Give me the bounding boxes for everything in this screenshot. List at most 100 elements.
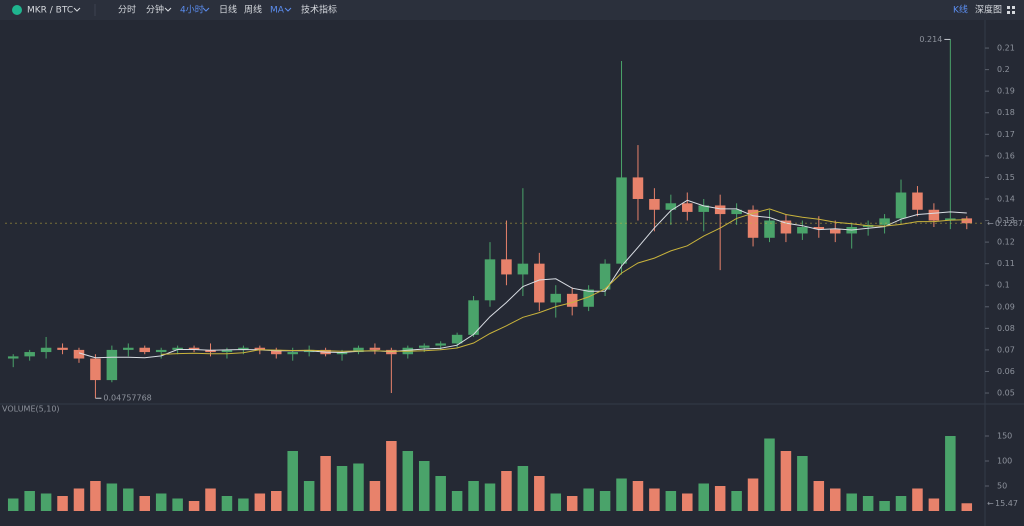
volume-bar [90, 481, 101, 511]
y-tick-label: 0.05 [997, 389, 1015, 398]
volume-bar [928, 498, 940, 511]
volume-bar [583, 488, 594, 511]
toolbar [0, 0, 1024, 20]
y-tick-label: 100 [997, 457, 1012, 466]
candle-body [418, 345, 430, 348]
tab[interactable]: 日线 [219, 4, 237, 16]
volume-bar [24, 491, 35, 511]
candle-body [961, 218, 973, 224]
volume-bar [336, 466, 348, 511]
last-price-label: 0.128732 [995, 219, 1024, 228]
volume-bar [797, 456, 808, 511]
volume-bar [813, 481, 825, 511]
volume-title: VOLUME(5,10) [2, 405, 60, 414]
ma-line [78, 199, 967, 359]
candle-body [468, 300, 479, 335]
candle-body [566, 293, 578, 307]
candle-body [632, 177, 644, 199]
volume-bar [764, 438, 775, 511]
candle-body [599, 263, 611, 290]
volume-bar [451, 491, 463, 511]
pair-selector[interactable]: MKR / BTC [27, 6, 73, 16]
candle-body [205, 349, 216, 353]
y-tick-label: 50 [997, 482, 1007, 491]
y-tick-label: 0.18 [997, 108, 1015, 117]
candle-body [649, 198, 660, 210]
candle-body [254, 347, 266, 350]
candle-body [895, 192, 907, 219]
candle-body [879, 218, 890, 225]
y-tick-label: 0.17 [997, 130, 1015, 139]
volume-bar [320, 456, 331, 511]
candle-body [501, 259, 512, 275]
max-label: 0.214 [919, 35, 942, 44]
volume-bar [829, 488, 841, 511]
volume-bar [271, 491, 282, 511]
candle-body [550, 293, 562, 303]
volume-bar [895, 496, 907, 511]
volume-bar [139, 496, 151, 511]
tab[interactable]: 周线 [244, 4, 262, 16]
tab[interactable]: K线 [953, 4, 968, 16]
volume-bar [205, 488, 216, 511]
volume-bar [682, 493, 693, 511]
min-label: 0.04757768 [103, 394, 151, 403]
last-price-arrow: ← [987, 219, 994, 228]
tab[interactable]: 分时 [118, 4, 136, 16]
tab[interactable]: 深度图 [975, 4, 1002, 16]
volume-bar [188, 501, 200, 511]
volume-bar [484, 483, 496, 511]
volume-bar [879, 501, 890, 511]
volume-bar [550, 493, 562, 511]
candle-body [682, 203, 693, 212]
volume-bar [418, 461, 430, 511]
volume-bar [862, 496, 874, 511]
candle-body [731, 209, 742, 215]
last-volume-label: 15.47 [995, 499, 1018, 508]
y-tick-label: 0.15 [997, 173, 1015, 182]
tab[interactable]: 技术指标 [301, 4, 337, 16]
tab[interactable]: 4小时 [180, 4, 204, 16]
y-tick-label: 150 [997, 432, 1012, 441]
candle-body [90, 358, 101, 381]
tab[interactable]: 分钟 [146, 4, 164, 16]
volume-bar [73, 488, 85, 511]
candle-body [698, 205, 709, 212]
tab[interactable]: MA [270, 6, 285, 16]
volume-bar [665, 491, 677, 511]
last-volume-arrow: ← [987, 499, 994, 508]
candle-body [797, 227, 808, 234]
volume-bar [534, 476, 545, 511]
volume-bar [123, 488, 134, 511]
candle-body [534, 263, 545, 303]
volume-bar [172, 498, 183, 511]
volume-bar [714, 486, 726, 511]
volume-bar [632, 481, 644, 511]
volume-bar [7, 498, 19, 511]
candle-body [221, 349, 233, 353]
candle-body [829, 229, 841, 234]
candle-body [813, 227, 825, 230]
volume-bar [731, 491, 742, 511]
volume-bar [747, 478, 759, 511]
volume-bar [303, 481, 315, 511]
dropdown-arrow [73, 7, 81, 12]
candle-body [188, 347, 200, 350]
y-tick-label: 0.11 [997, 259, 1015, 268]
dropdown-arrow [164, 7, 172, 12]
candle-body [123, 347, 134, 350]
volume-bar [57, 496, 68, 511]
candle-body [616, 177, 627, 264]
candle-body [517, 263, 529, 275]
volume-bar [698, 483, 709, 511]
y-tick-label: 0.2 [997, 65, 1010, 74]
volume-bar [912, 488, 923, 511]
fullscreen-icon[interactable] [1007, 6, 1015, 14]
y-tick-label: 0.06 [997, 367, 1015, 376]
volume-bar [221, 496, 233, 511]
candle-body [7, 356, 19, 359]
volume-bar [517, 466, 529, 511]
candle-body [271, 349, 282, 355]
y-tick-label: 0.1 [997, 281, 1010, 290]
